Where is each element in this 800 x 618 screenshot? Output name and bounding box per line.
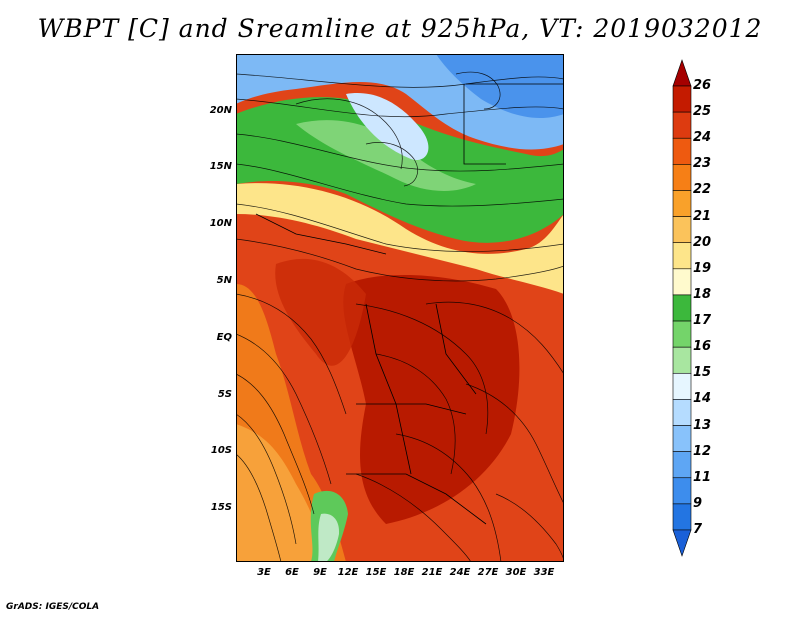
lat-label-5n: 5N xyxy=(216,275,232,286)
colorbar-label: 21 xyxy=(693,208,712,224)
colorbar-label: 14 xyxy=(693,391,712,407)
colorbar xyxy=(672,59,692,557)
streamlines xyxy=(236,71,564,562)
lon-label-18e: 18E xyxy=(393,567,415,578)
colorbar-label: 23 xyxy=(693,156,712,172)
colorbar-segment xyxy=(672,346,692,374)
grads-credit: GrADS: IGES/COLA xyxy=(6,602,100,612)
lon-label-6e: 6E xyxy=(285,567,299,578)
wbpt-field-25 xyxy=(275,258,366,366)
colorbar-label: 20 xyxy=(693,234,712,250)
colorbar-label: 24 xyxy=(693,130,712,146)
lon-label-15e: 15E xyxy=(365,567,387,578)
colorbar-segment xyxy=(672,216,692,244)
colorbar-label: 26 xyxy=(693,78,712,93)
colorbar-bottom-arrow xyxy=(672,529,692,557)
colorbar-segment xyxy=(672,190,692,217)
colorbar-segment xyxy=(672,477,692,505)
colorbar-label: 13 xyxy=(693,417,712,433)
lon-label-24e: 24E xyxy=(449,567,471,578)
colorbar-segment xyxy=(672,242,692,270)
colorbar-label: 16 xyxy=(693,339,712,355)
colorbar-label: 11 xyxy=(693,469,712,485)
colorbar-label: 17 xyxy=(693,313,712,329)
lon-label-30e: 30E xyxy=(505,567,527,578)
lat-label-eq: EQ xyxy=(216,332,232,343)
colorbar-segment xyxy=(672,425,692,452)
wbpt-field-16 xyxy=(296,120,476,191)
wbpt-field-15-south xyxy=(318,513,340,562)
lat-label-10n: 10N xyxy=(209,218,232,229)
lon-label-9e: 9E xyxy=(313,567,327,578)
lat-label-5s: 5S xyxy=(217,389,232,400)
colorbar-segment xyxy=(672,399,692,426)
colorbar-label: 12 xyxy=(693,443,712,459)
lon-label-3e: 3E xyxy=(257,567,271,578)
colorbar-segment xyxy=(672,268,692,296)
lon-label-21e: 21E xyxy=(421,567,443,578)
country-borders xyxy=(255,83,564,525)
colorbar-label: 19 xyxy=(693,260,712,276)
colorbar-segment xyxy=(672,111,692,139)
colorbar-segment xyxy=(672,137,692,165)
wbpt-field-19 xyxy=(236,183,564,294)
weather-map xyxy=(236,54,564,562)
map-title: WBPT [C] and Sreamline at 925hPa, VT: 20… xyxy=(37,14,763,43)
colorbar-segment xyxy=(672,372,692,400)
lat-label-20n: 20N xyxy=(209,105,232,116)
colorbar-segment xyxy=(672,451,692,479)
colorbar-segment xyxy=(672,164,692,191)
colorbar-label: 25 xyxy=(693,104,712,120)
colorbar-segment xyxy=(672,85,692,113)
colorbar-label: 7 xyxy=(693,522,703,537)
colorbar-label: 9 xyxy=(693,495,703,511)
map-frame xyxy=(236,54,564,562)
lat-label-10s: 10S xyxy=(210,445,232,456)
colorbar-label: 22 xyxy=(693,182,712,198)
lat-label-15s: 15S xyxy=(210,502,232,513)
lon-label-12e: 12E xyxy=(337,567,359,578)
wbpt-field-21 xyxy=(236,424,326,562)
lon-label-27e: 27E xyxy=(477,567,499,578)
colorbar-label: 18 xyxy=(693,286,712,302)
colorbar-top-arrow xyxy=(672,59,692,87)
colorbar-label: 15 xyxy=(693,365,712,381)
wbpt-field-14 xyxy=(346,93,429,160)
colorbar-segment xyxy=(672,503,692,531)
colorbar-segment xyxy=(672,294,692,322)
wbpt-field-26 xyxy=(343,274,520,524)
lat-label-15n: 15N xyxy=(209,161,232,172)
lon-label-33e: 33E xyxy=(533,567,555,578)
colorbar-segment xyxy=(672,320,692,348)
wbpt-field-10 xyxy=(436,54,564,119)
